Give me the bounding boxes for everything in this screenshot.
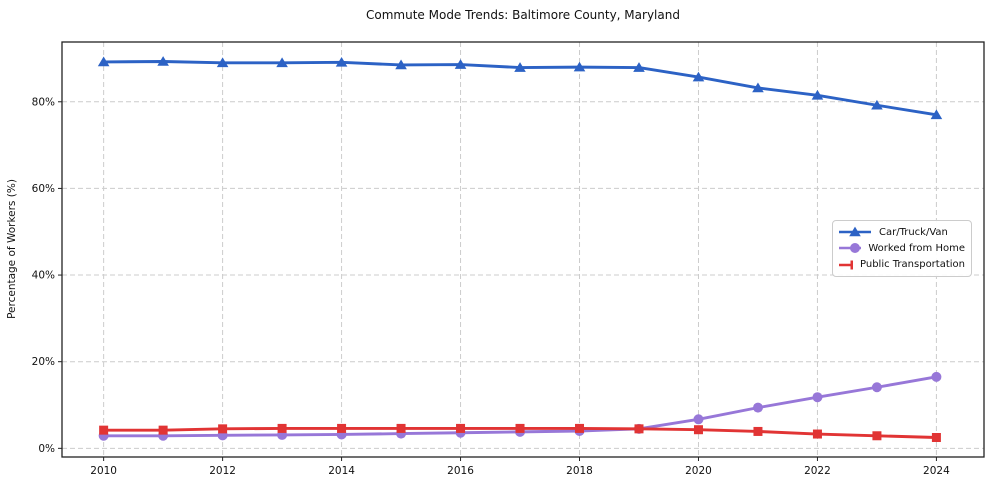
data-point-car-truck-van [752, 82, 764, 93]
legend-triangle-swatch-icon [839, 226, 871, 237]
x-tick-label: 2022 [804, 465, 831, 477]
data-point-public-transportation [515, 423, 525, 433]
legend-item-car-truck-van: Car/Truck/Van [838, 224, 965, 240]
x-tick-label: 2020 [685, 465, 712, 477]
legend-item-public-transportation: Public Transportation [838, 257, 965, 273]
data-point-car-truck-van [276, 57, 288, 68]
series-public-transportation [99, 423, 941, 443]
x-tick-label: 2018 [566, 465, 593, 477]
data-point-car-truck-van [454, 59, 467, 69]
data-point-public-transportation [872, 431, 882, 441]
y-axis-label: Percentage of Workers (%) [6, 179, 18, 319]
data-point-car-truck-van [692, 71, 705, 82]
data-point-public-transportation [812, 429, 822, 439]
data-point-public-transportation [99, 425, 109, 435]
data-point-car-truck-van [97, 56, 110, 67]
legend-circle-swatch-icon [839, 243, 862, 254]
data-point-worked-from-home [693, 414, 704, 425]
data-point-public-transportation [337, 423, 347, 433]
data-point-public-transportation [456, 423, 466, 433]
y-tick-label: 60% [32, 183, 55, 195]
data-point-public-transportation [931, 433, 941, 443]
data-point-public-transportation [396, 423, 406, 433]
data-point-car-truck-van [216, 57, 229, 68]
legend-item-worked-from-home: Worked from Home [838, 240, 965, 256]
data-point-car-truck-van [573, 61, 586, 72]
y-tick-label: 40% [32, 270, 55, 282]
legend: Car/Truck/Van Worked from Home Public Tran… [832, 220, 972, 277]
legend-marker-square-icon [850, 260, 854, 270]
legend-label-car-truck-van: Car/Truck/Van [879, 226, 948, 238]
x-tick-label: 2010 [90, 465, 117, 477]
data-point-public-transportation [753, 426, 763, 436]
x-tick-label: 2012 [209, 465, 236, 477]
series-car-truck-van [97, 56, 943, 120]
legend-label-worked-from-home: Worked from Home [868, 242, 965, 254]
y-tick-label: 0% [38, 443, 55, 455]
data-point-car-truck-van [157, 56, 169, 66]
plot-border [61, 41, 985, 458]
data-point-car-truck-van [514, 62, 526, 72]
y-tick-label: 80% [32, 96, 55, 108]
data-point-car-truck-van [633, 62, 645, 72]
data-point-car-truck-van [395, 59, 407, 70]
legend-marker-triangle-icon [849, 226, 861, 237]
data-point-public-transportation [218, 424, 228, 434]
data-point-car-truck-van [335, 56, 348, 67]
data-point-public-transportation [277, 423, 287, 433]
data-point-worked-from-home [752, 402, 763, 413]
data-point-public-transportation [634, 424, 644, 434]
data-point-worked-from-home [931, 371, 942, 382]
data-point-car-truck-van [811, 89, 824, 100]
data-point-car-truck-van [930, 109, 943, 120]
y-tick-label: 20% [32, 356, 55, 368]
x-tick-label: 2016 [447, 465, 474, 477]
x-tick-label: 2014 [328, 465, 355, 477]
chart-title: Commute Mode Trends: Baltimore County, M… [366, 8, 680, 22]
data-point-worked-from-home [871, 382, 882, 393]
data-point-public-transportation [158, 425, 168, 435]
data-point-car-truck-van [871, 99, 883, 110]
x-tick-label: 2024 [923, 465, 950, 477]
legend-square-swatch-icon [839, 260, 854, 270]
legend-label-public-transportation: Public Transportation [860, 259, 965, 271]
data-point-public-transportation [693, 425, 703, 435]
data-point-public-transportation [575, 423, 585, 433]
legend-marker-circle-icon [850, 243, 860, 254]
data-point-worked-from-home [812, 392, 823, 403]
